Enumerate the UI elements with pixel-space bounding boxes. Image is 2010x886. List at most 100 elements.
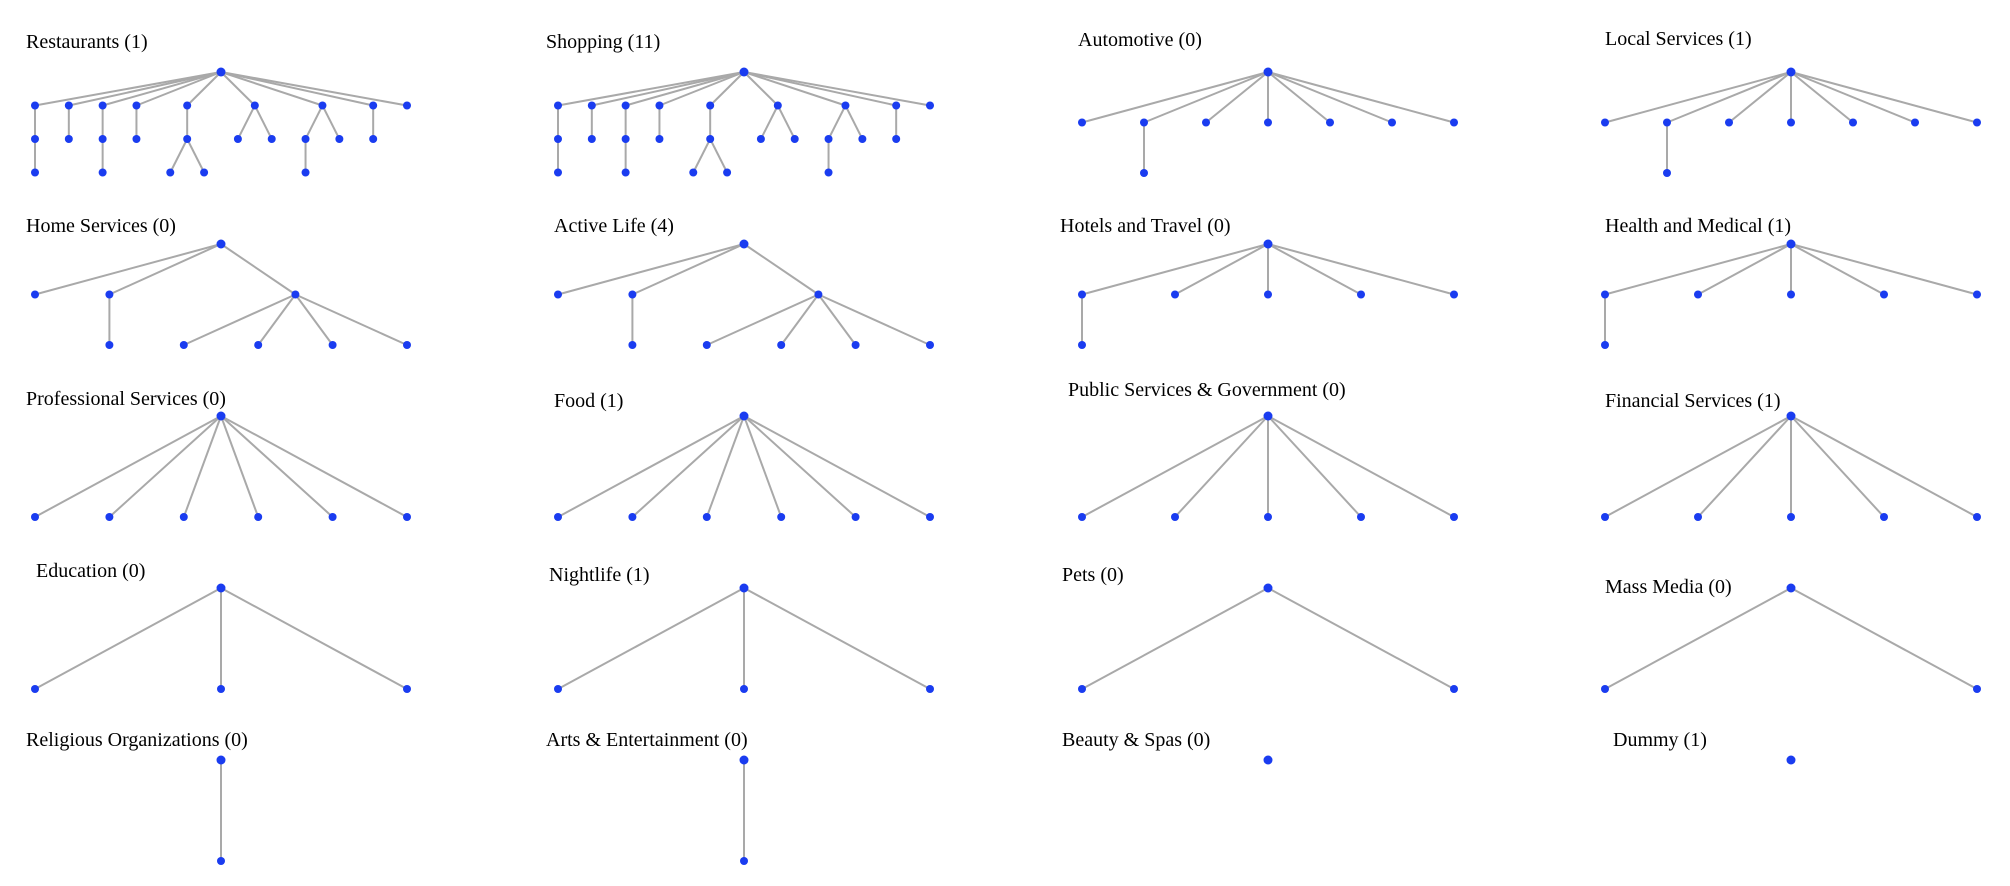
- tree-node: [1911, 118, 1919, 127]
- tree-node: [824, 168, 833, 177]
- category-tree: Hotels and Travel (0): [1060, 215, 1458, 349]
- tree-node: [1450, 290, 1458, 299]
- tree-edge: [1267, 415, 1362, 518]
- tree-title: Beauty & Spas (0): [1062, 729, 1210, 751]
- tree-root-node: [739, 411, 749, 421]
- tree-node: [554, 168, 562, 177]
- tree-edge: [743, 71, 931, 107]
- tree-title: Home Services (0): [26, 215, 176, 237]
- tree-edge: [1205, 71, 1269, 124]
- tree-edge: [1697, 415, 1792, 518]
- category-tree: Active Life (4): [554, 215, 934, 349]
- tree-node: [1880, 513, 1888, 521]
- tree-root-node: [216, 67, 226, 77]
- tree-node: [200, 168, 209, 177]
- tree-node: [132, 135, 141, 143]
- tree-node: [1787, 513, 1795, 521]
- tree-root-node: [739, 583, 749, 593]
- tree-node: [1264, 118, 1272, 127]
- tree-title: Local Services (1): [1605, 28, 1752, 50]
- tree-edge: [182, 415, 222, 518]
- tree-title: Shopping (11): [546, 31, 660, 53]
- tree-edge: [760, 105, 779, 140]
- tree-node: [132, 101, 141, 110]
- tree-edge: [743, 415, 931, 518]
- tree-node: [267, 135, 276, 143]
- tree-edge: [169, 138, 189, 173]
- tree-node: [31, 135, 39, 143]
- tree-node: [628, 290, 637, 299]
- tree-node: [628, 341, 637, 349]
- tree-edge: [136, 71, 222, 107]
- tree-node: [740, 857, 748, 865]
- tree-title: Automotive (0): [1078, 29, 1202, 51]
- tree-node: [1450, 118, 1458, 127]
- tree-node: [1140, 169, 1148, 177]
- tree-title: Dummy (1): [1613, 729, 1707, 751]
- tree-node: [31, 685, 39, 693]
- tree-node: [301, 168, 310, 177]
- tree-node: [31, 168, 39, 177]
- tree-edge: [294, 293, 408, 346]
- tree-edge: [108, 243, 222, 296]
- tree-edge: [34, 587, 222, 690]
- tree-edge: [709, 138, 728, 173]
- tree-edge: [1267, 71, 1455, 124]
- tree-node: [777, 513, 786, 521]
- category-tree: Beauty & Spas (0): [1062, 729, 1273, 765]
- tree-edge: [102, 71, 222, 107]
- tree-edge: [743, 243, 819, 296]
- tree-node: [706, 135, 715, 143]
- tree-node: [1973, 290, 1981, 299]
- tree-title: Nightlife (1): [549, 564, 650, 586]
- category-tree: Automotive (0): [1078, 29, 1458, 177]
- tree-edge: [709, 71, 745, 107]
- tree-node: [31, 101, 39, 110]
- tree-root-node: [1263, 583, 1273, 593]
- tree-node: [403, 341, 411, 349]
- tree-edge: [1267, 587, 1455, 690]
- category-tree: Financial Services (1): [1601, 390, 1981, 521]
- tree-node: [1357, 513, 1365, 521]
- tree-node: [702, 513, 711, 521]
- tree-root-node: [1786, 411, 1796, 421]
- tree-root-node: [216, 239, 226, 249]
- tree-title: Hotels and Travel (0): [1060, 215, 1231, 237]
- tree-edge: [557, 243, 745, 296]
- tree-node: [254, 341, 263, 349]
- tree-node: [723, 168, 732, 177]
- tree-node: [369, 135, 378, 143]
- tree-edge: [659, 71, 745, 107]
- tree-node: [892, 101, 901, 110]
- tree-edge: [1604, 71, 1792, 124]
- category-tree: Local Services (1): [1601, 28, 1981, 177]
- tree-node: [1694, 290, 1702, 299]
- tree-node: [655, 101, 664, 110]
- tree-node: [1140, 118, 1148, 127]
- tree-node: [1601, 685, 1609, 693]
- tree-root-node: [1263, 239, 1273, 249]
- tree-node: [1694, 513, 1702, 521]
- tree-node: [790, 135, 799, 143]
- tree-node: [858, 135, 867, 143]
- tree-edge: [1790, 415, 1978, 518]
- tree-node: [1264, 290, 1272, 299]
- tree-node: [628, 513, 637, 521]
- tree-edge: [253, 105, 273, 140]
- tree-edge: [34, 71, 222, 107]
- tree-edge: [557, 415, 745, 518]
- tree-edge: [1081, 71, 1269, 124]
- tree-edge: [1081, 587, 1269, 690]
- tree-node: [301, 135, 310, 143]
- tree-edge: [557, 71, 745, 107]
- tree-edge: [1081, 243, 1269, 296]
- tree-edge: [1790, 243, 1978, 296]
- tree-edge: [625, 71, 745, 107]
- tree-edge: [743, 415, 857, 518]
- tree-node: [1388, 118, 1396, 127]
- tree-edge: [34, 243, 222, 296]
- category-tree: Shopping (11): [546, 31, 934, 177]
- tree-node: [926, 101, 934, 110]
- tree-edge: [34, 415, 222, 518]
